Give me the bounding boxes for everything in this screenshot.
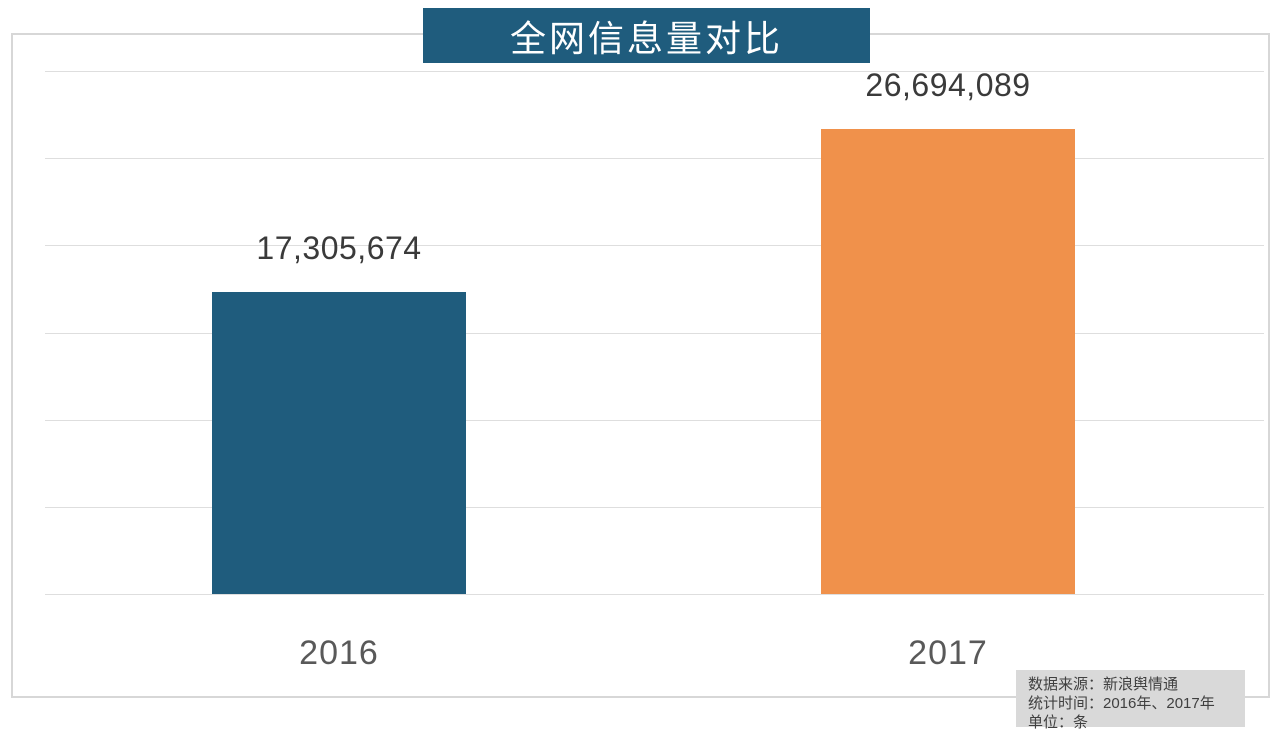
value-label-2017: 26,694,089: [865, 67, 1031, 103]
gridline: [45, 594, 1264, 595]
gridline: [45, 420, 1264, 421]
gridline: [45, 71, 1264, 72]
source-note-box: 数据来源：新浪舆情通 统计时间：2016年、2017年 单位：条: [1016, 670, 1245, 731]
category-label-2016: 2016: [299, 634, 379, 672]
period-line: 统计时间：2016年、2017年: [1028, 695, 1215, 712]
chart-title: 全网信息量对比: [509, 17, 783, 59]
gridline: [45, 333, 1264, 334]
unit-line: 单位：条: [1028, 714, 1089, 731]
chart-title-box: 全网信息量对比: [423, 8, 870, 63]
category-label-2017: 2017: [908, 634, 988, 672]
chart-frame: [11, 33, 1270, 698]
gridline: [45, 507, 1264, 508]
value-label-2016: 17,305,674: [256, 230, 422, 266]
gridline: [45, 245, 1264, 246]
bar-2017: [821, 129, 1075, 594]
bar-2016: [212, 292, 466, 594]
source-line: 数据来源：新浪舆情通: [1028, 676, 1179, 693]
gridline: [45, 158, 1264, 159]
